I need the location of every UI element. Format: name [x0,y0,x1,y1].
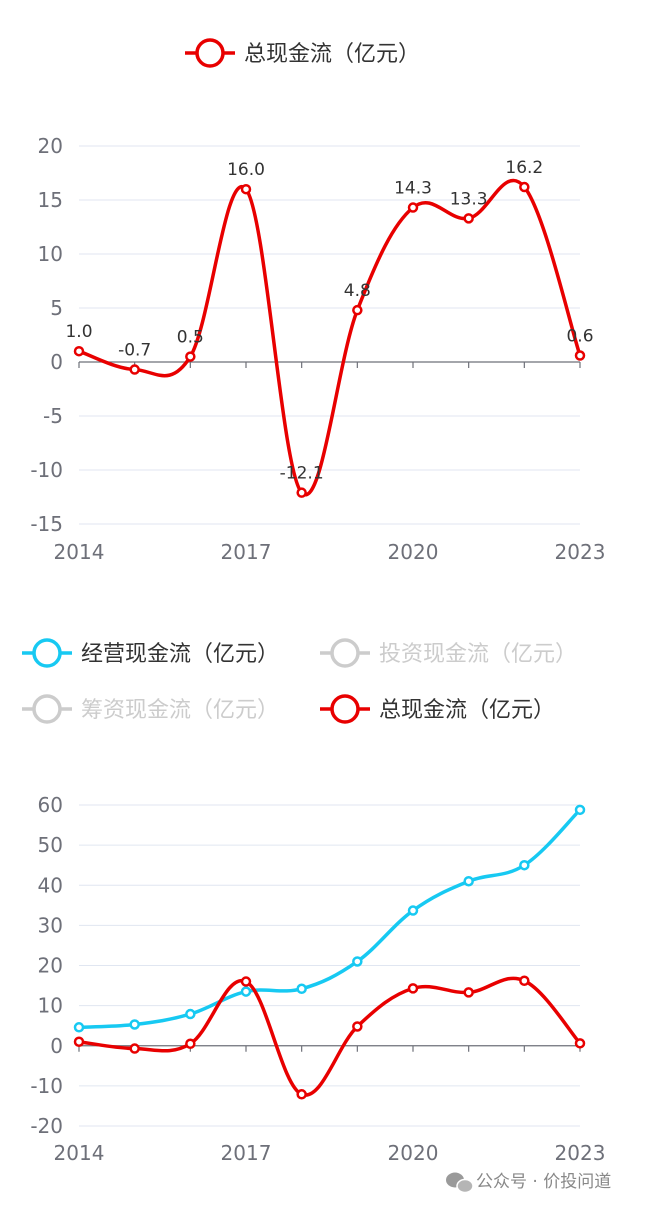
data-point [185,1038,196,1049]
legend-label: 总现金流（亿元） [379,698,555,723]
data-label: 13.3 [450,189,488,209]
y-tick-label: 10 [38,994,63,1018]
legend-marker-icon [330,638,360,668]
legend-label: 投资现金流（亿元） [379,642,577,667]
watermark-text: 公众号 · 价投问道 [476,1172,611,1192]
y-tick-label: 0 [50,1034,63,1058]
y-tick-label: 15 [38,188,63,212]
data-point [240,183,252,195]
data-point [185,351,196,362]
data-point [519,181,530,193]
legend-item-0[interactable]: 总现金流（亿元） [185,38,420,68]
data-point [129,364,140,375]
data-point [296,487,307,498]
y-tick-label: 50 [38,833,63,857]
x-tick-label: 2023 [555,540,606,564]
data-point [574,804,586,816]
data-label: -0.7 [118,341,151,361]
data-point [352,1021,363,1032]
data-point [240,976,252,987]
data-label: 0.5 [177,328,204,348]
legend-marker-icon [32,638,62,668]
data-point [352,304,363,316]
wechat-icon [446,1172,474,1194]
series-line [78,808,582,1030]
legend-marker-icon [32,694,62,724]
data-label: 1.0 [65,322,92,342]
y-tick-label: -5 [43,404,63,428]
data-point [463,213,474,224]
data-point [296,983,307,995]
y-tick-label: 5 [50,296,63,320]
data-point [129,1043,140,1054]
data-point [463,875,474,887]
data-label: 0.6 [566,327,593,347]
data-point [463,987,474,998]
legend-item-3[interactable]: 总现金流（亿元） [320,694,555,724]
data-point [519,975,530,986]
series-line [78,976,582,1097]
x-tick-label: 2014 [54,540,105,564]
legend-marker-icon [330,694,360,724]
data-label: 14.3 [394,179,432,199]
data-point [240,986,252,997]
data-point [407,905,419,916]
x-tick-label: 2020 [388,540,439,564]
data-label: 16.0 [227,160,265,180]
data-point [574,1038,586,1049]
data-point [129,1019,140,1030]
y-tick-label: 20 [38,134,63,158]
legend-item-0[interactable]: 经营现金流（亿元） [22,638,279,668]
data-point [73,1036,85,1047]
x-tick-label: 2017 [221,1141,272,1165]
legend-item-2[interactable]: 筹资现金流（亿元） [22,694,279,724]
y-tick-label: 20 [38,954,63,978]
x-tick-label: 2014 [54,1141,105,1165]
x-tick-label: 2023 [555,1141,606,1165]
data-point [185,1008,196,1020]
legend-label: 经营现金流（亿元） [81,642,279,667]
data-point [519,859,530,871]
data-point [73,1022,85,1033]
legend-marker-icon [195,38,225,68]
y-tick-label: 0 [50,350,63,374]
data-point [73,345,85,357]
data-label: 16.2 [505,158,543,178]
data-point [407,983,419,994]
data-label: 4.8 [344,281,371,301]
data-point [296,1089,307,1100]
series-line [78,178,582,497]
data-point [407,202,419,213]
y-tick-label: 30 [38,913,63,937]
x-tick-label: 2020 [388,1141,439,1165]
y-tick-label: -15 [30,512,63,536]
legend-item-1[interactable]: 投资现金流（亿元） [320,638,577,668]
total-cashflow-chart: 总现金流（亿元） -15 -10 -5 0 5 10 15 20 2014 2017 2020 2023… [30,38,606,564]
legend-label: 筹资现金流（亿元） [81,698,279,723]
watermark: 公众号 · 价投问道 [446,1172,611,1194]
y-tick-label: -10 [30,1074,63,1098]
y-tick-label: 60 [38,793,63,817]
y-tick-label: -10 [30,458,63,482]
data-label: -12.1 [280,464,324,484]
y-tick-label: 10 [38,242,63,266]
y-tick-label: -20 [30,1114,63,1138]
legend-label: 总现金流（亿元） [244,42,420,67]
data-point [352,956,363,967]
cashflow-comparison-chart: 经营现金流（亿元） 投资现金流（亿元） 筹资现金流（亿元） 总现金流（亿元） -20 -1… [22,638,606,1165]
data-point [574,350,586,361]
y-tick-label: 40 [38,873,63,897]
x-tick-label: 2017 [221,540,272,564]
